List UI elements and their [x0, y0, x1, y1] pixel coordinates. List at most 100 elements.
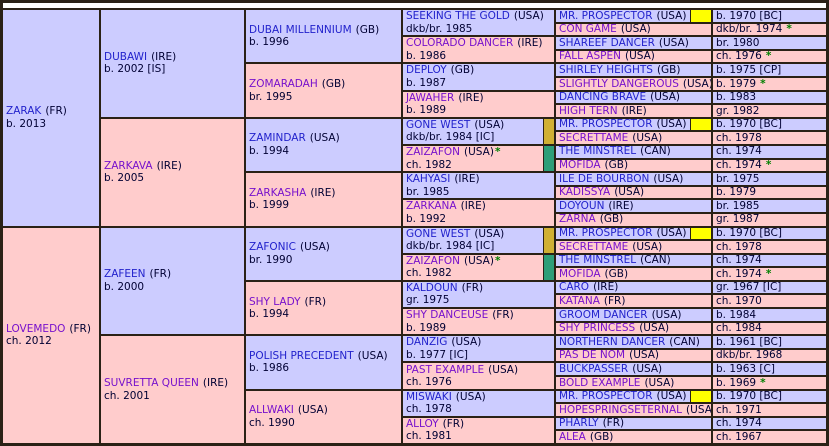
gen5-name-cell-31: PHARLY (FR): [555, 416, 712, 431]
horse-link[interactable]: ZAFEEN: [104, 268, 146, 281]
horse-name-line: SHY LADY (FR): [249, 296, 399, 309]
horse-link[interactable]: ILE DE BOURBON: [559, 172, 650, 185]
birth-details-text: gr. 1975: [406, 294, 450, 307]
horse-link[interactable]: JAWAHER: [406, 91, 455, 104]
gen5-name-cell-30: HOPESPRINGSETERNAL(USA): [555, 403, 712, 417]
horse-link[interactable]: HOPESPRINGSETERNAL: [559, 403, 683, 416]
horse-link[interactable]: SHY PRINCESS: [559, 322, 636, 335]
gen5-name-cell-4: FALL ASPEN (USA): [555, 49, 712, 64]
horse-link[interactable]: HIGH TERN: [559, 104, 618, 117]
horse-link[interactable]: MR. PROSPECTOR: [559, 227, 653, 240]
horse-link[interactable]: MOFIDA: [559, 267, 601, 280]
horse-link[interactable]: MISWAKI: [406, 390, 452, 403]
horse-name-line: ZOMARADAH (GB): [249, 78, 399, 91]
horse-link[interactable]: CARO: [559, 281, 590, 294]
horse-link[interactable]: ZAIZAFON: [406, 146, 461, 159]
gen5-name-cell-3: SHAREEF DANCER (USA): [555, 36, 712, 50]
horse-birth-details: b. 2005: [104, 172, 242, 185]
horse-link[interactable]: SECRETTAME: [559, 240, 629, 253]
birth-details-text: dkb/br. 1984 [IC]: [406, 131, 495, 144]
birth-details-text: gr. 1967 [IC]: [716, 281, 782, 294]
gen5-details-cell-22: ch. 1970: [712, 294, 827, 309]
horse-link[interactable]: CON GAME: [559, 23, 617, 36]
horse-link[interactable]: LOVEMEDO: [6, 322, 66, 335]
horse-link[interactable]: DEPLOY: [406, 64, 447, 77]
horse-link[interactable]: SECRETTAME: [559, 131, 629, 144]
horse-link[interactable]: SHIRLEY HEIGHTS: [559, 63, 653, 76]
horse-link[interactable]: MR. PROSPECTOR: [559, 9, 653, 22]
horse-link[interactable]: ZARAK: [6, 105, 42, 118]
horse-link[interactable]: KAHYASI: [406, 173, 451, 186]
horse-link[interactable]: DOYOUN: [559, 199, 605, 212]
horse-country-suffix: (IRE): [454, 173, 480, 186]
horse-link[interactable]: GONE WEST: [406, 227, 471, 240]
horse-link[interactable]: MR. PROSPECTOR: [559, 118, 653, 131]
gen4-cell-3: DEPLOY (GB) b. 1987: [402, 63, 555, 91]
horse-link[interactable]: ZAMINDAR: [249, 132, 306, 145]
birth-details-text: gr. 1987: [716, 213, 760, 226]
horse-link[interactable]: BUCKPASSER: [559, 362, 629, 375]
horse-link[interactable]: ZAIZAFON: [406, 254, 461, 267]
horse-name-line: ZAFEEN (FR): [104, 268, 242, 281]
birth-details-text: ch. 1984: [716, 322, 762, 335]
horse-country-suffix: (GB): [604, 159, 629, 172]
horse-link[interactable]: MR. PROSPECTOR: [559, 390, 653, 403]
horse-link[interactable]: THE MINSTREL: [559, 145, 637, 158]
horse-link[interactable]: ZOMARADAH: [249, 78, 318, 91]
horse-link[interactable]: DUBAWI: [104, 50, 148, 63]
horse-link[interactable]: DUBAI MILLENNIUM: [249, 23, 352, 36]
horse-link[interactable]: PAST EXAMPLE: [406, 363, 485, 376]
horse-name-line: GONE WEST (USA): [406, 228, 552, 241]
horse-link[interactable]: ALLOY: [406, 417, 439, 430]
gen5-name-cell-8: HIGH TERN (IRE): [555, 104, 712, 118]
horse-link[interactable]: SUVRETTA QUEEN: [104, 377, 199, 390]
horse-link[interactable]: NORTHERN DANCER: [559, 335, 666, 348]
horse-link[interactable]: ZARKANA: [406, 200, 457, 213]
horse-link[interactable]: SHY LADY: [249, 295, 301, 308]
horse-link[interactable]: BOLD EXAMPLE: [559, 376, 641, 389]
horse-link[interactable]: ZARKASHA: [249, 186, 307, 199]
horse-country-suffix: (USA): [656, 118, 687, 131]
horse-link[interactable]: ALLWAKI: [249, 404, 294, 417]
horse-link[interactable]: SEEKING THE GOLD: [406, 10, 510, 23]
birth-details-text: br. 1980: [716, 36, 760, 49]
horse-link[interactable]: GONE WEST: [406, 118, 471, 131]
horse-link[interactable]: DANZIG: [406, 336, 448, 349]
gen3-cell-6: SHY LADY (FR) b. 1994: [245, 280, 402, 336]
horse-link[interactable]: PHARLY: [559, 417, 599, 430]
horse-link[interactable]: ZARKAVA: [104, 159, 153, 172]
horse-link[interactable]: THE MINSTREL: [559, 254, 637, 267]
horse-link[interactable]: SHY DANCEUSE: [406, 309, 489, 322]
horse-link[interactable]: SLIGHTLY DANGEROUS: [559, 77, 679, 90]
horse-link[interactable]: KALDOUN: [406, 281, 458, 294]
birth-details-text: b. 1970 [BC]: [716, 227, 782, 240]
horse-link[interactable]: ZARNA: [559, 213, 596, 226]
horse-birth-details: ch. 2012: [6, 335, 97, 348]
duplicate-bar-green: [543, 254, 554, 280]
horse-link[interactable]: PAS DE NOM: [559, 349, 626, 362]
duplicate-highlight-yellow: [690, 10, 711, 22]
horse-link[interactable]: FALL ASPEN: [559, 50, 621, 63]
horse-birth-details: gr. 1975: [406, 294, 552, 307]
gen5-name-cell-26: PAS DE NOM (USA): [555, 348, 712, 363]
horse-link[interactable]: SHAREEF DANCER: [559, 36, 655, 49]
gen3-cell-3: ZAMINDAR (USA) b. 1994: [245, 117, 402, 173]
horse-link[interactable]: ALEA: [559, 430, 586, 443]
birth-details-text: ch. 1971: [716, 403, 762, 416]
horse-link[interactable]: KATANA: [559, 295, 600, 308]
horse-link[interactable]: GROOM DANCER: [559, 308, 648, 321]
horse-name-line: CON GAME (USA): [559, 23, 709, 36]
horse-link[interactable]: ZAFONIC: [249, 241, 296, 254]
horse-link[interactable]: MOFIDA: [559, 159, 601, 172]
horse-link[interactable]: KADISSYA: [559, 186, 611, 199]
horse-name-line: SHY PRINCESS (USA): [559, 322, 709, 335]
horse-birth-details: b. 1994: [249, 308, 399, 321]
duplicate-star: *: [760, 376, 766, 389]
horse-name-line: PHARLY (FR): [559, 417, 709, 430]
gen5-name-cell-15: DOYOUN (IRE): [555, 199, 712, 213]
horse-link[interactable]: DANCING BRAVE: [559, 91, 647, 104]
horse-link[interactable]: POLISH PRECEDENT: [249, 349, 354, 362]
horse-link[interactable]: COLORADO DANCER: [406, 37, 514, 50]
horse-birth-details: b. 1989: [406, 322, 552, 335]
gen5-details-cell-31: ch. 1974: [712, 416, 827, 431]
